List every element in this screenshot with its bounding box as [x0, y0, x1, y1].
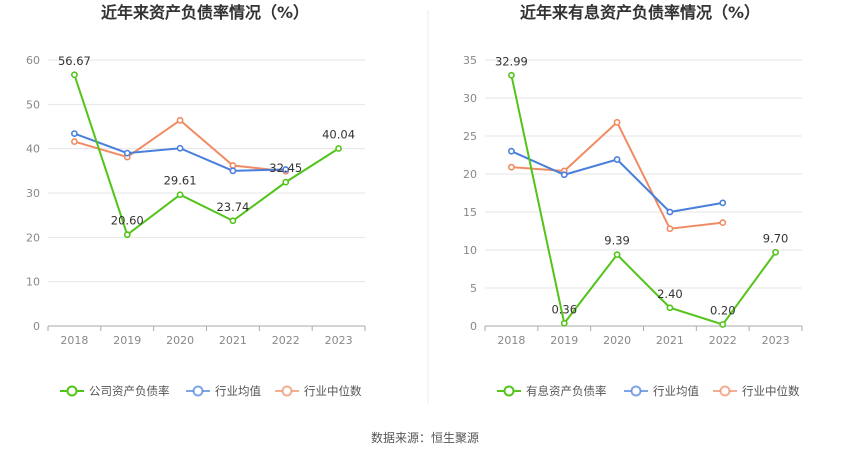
- data-label: 29.61: [164, 174, 197, 188]
- legend-label: 有息资产负债率: [526, 384, 607, 398]
- data-label: 32.45: [269, 161, 302, 175]
- legend-label: 行业均值: [653, 384, 699, 398]
- y-tick-label: 5: [470, 282, 477, 295]
- data-point-avg: [508, 147, 515, 155]
- x-tick-label: 2018: [497, 334, 525, 347]
- x-tick-label: 2019: [550, 334, 578, 347]
- legend-swatch-marker: [66, 385, 78, 397]
- chart-title: 近年来资产负债率情况（%）: [101, 3, 309, 22]
- chart-panel-1: 近年来资产负债率情况（%） 0 10 20 30 40 50 60 2018 2019 2020 20…: [26, 3, 366, 398]
- data-point-company: [176, 191, 184, 199]
- data-label: 40.04: [322, 127, 355, 141]
- y-tick-label: 10: [463, 244, 477, 257]
- legend-swatch-marker: [630, 385, 642, 397]
- data-label: 9.70: [763, 231, 789, 245]
- y-tick-label: 35: [463, 54, 477, 67]
- legend-item-company[interactable]: 有息资产负债率: [497, 384, 607, 398]
- series-line-company: [510, 75, 777, 326]
- data-point-company: [719, 321, 727, 328]
- x-tick-label: 2020: [166, 334, 194, 347]
- y-tick-label: 0: [33, 320, 40, 333]
- data-label: 20.60: [111, 214, 144, 228]
- x-tick-label: 2023: [762, 334, 790, 347]
- x-tick-label: 2021: [656, 334, 684, 347]
- y-tick-label: 0: [470, 320, 477, 333]
- data-point-median: [71, 138, 78, 145]
- data-label: 2.40: [657, 287, 683, 301]
- data-point-avg: [613, 156, 621, 163]
- legend-item-median[interactable]: 行业中位数: [275, 384, 362, 398]
- y-tick-label: 50: [26, 98, 40, 111]
- y-tick-label: 30: [463, 92, 477, 105]
- data-point-median: [229, 162, 237, 169]
- y-tick-label: 15: [463, 206, 477, 219]
- data-point-median: [719, 219, 727, 227]
- y-tick-label: 30: [26, 187, 40, 200]
- legend-item-avg[interactable]: 行业均值: [186, 384, 261, 398]
- data-point-company: [335, 145, 342, 152]
- legend-item-median[interactable]: 行业中位数: [713, 384, 800, 398]
- legend-label: 行业中位数: [742, 384, 800, 398]
- legend-item-company[interactable]: 公司资产负债率: [60, 384, 170, 398]
- data-point-company: [282, 178, 290, 186]
- data-point-company: [229, 217, 237, 225]
- data-point-avg: [666, 208, 674, 216]
- y-tick-label: 25: [463, 130, 477, 143]
- data-point-company: [772, 248, 779, 256]
- data-label: 0.36: [551, 302, 577, 316]
- legend-label: 行业中位数: [304, 384, 362, 398]
- y-tick-label: 40: [26, 143, 40, 156]
- x-tick-label: 2022: [272, 334, 300, 347]
- data-point-company: [560, 319, 568, 327]
- data-point-median: [508, 163, 515, 171]
- legend-swatch-marker: [719, 385, 731, 397]
- data-label: 0.20: [710, 303, 736, 317]
- x-tick-label: 2022: [709, 334, 737, 347]
- data-point-median: [176, 116, 184, 124]
- x-tick-label: 2020: [603, 334, 631, 347]
- series-line-company: [73, 74, 340, 237]
- data-point-avg: [560, 171, 568, 179]
- legend-label: 行业均值: [215, 384, 261, 398]
- legend-item-avg[interactable]: 行业均值: [624, 384, 699, 398]
- data-point-company: [666, 304, 674, 312]
- data-point-company: [508, 71, 515, 79]
- data-point-avg: [123, 149, 131, 157]
- series-line-median: [511, 120, 723, 230]
- data-point-median: [666, 225, 674, 233]
- y-tick-label: 20: [463, 168, 477, 181]
- y-tick-label: 60: [26, 54, 40, 67]
- y-tick-label: 10: [26, 276, 40, 289]
- data-source: 数据来源：恒生聚源: [371, 430, 479, 445]
- data-point-avg: [719, 199, 727, 207]
- legend-swatch-marker: [503, 385, 515, 397]
- data-point-median: [613, 118, 621, 126]
- data-label: 32.99: [495, 54, 528, 68]
- data-point-avg: [282, 166, 290, 173]
- data-point-avg: [71, 130, 78, 137]
- data-point-avg: [176, 144, 184, 152]
- x-tick-label: 2021: [219, 334, 247, 347]
- legend-swatch-marker: [192, 385, 204, 397]
- legend-label: 公司资产负债率: [89, 384, 170, 398]
- series-line-avg: [74, 132, 286, 172]
- data-label: 9.39: [604, 234, 630, 248]
- chart-panel-2: 近年来有息资产负债率情况（%） 0 5 10 15 20 25 30 35 2018 2019 202…: [463, 3, 803, 398]
- data-point-company: [123, 231, 131, 239]
- y-tick-label: 20: [26, 231, 40, 244]
- x-tick-label: 2018: [60, 334, 88, 347]
- data-point-company: [71, 71, 78, 79]
- data-label: 56.67: [58, 54, 91, 68]
- x-tick-label: 2023: [325, 334, 353, 347]
- chart-title: 近年来有息资产负债率情况（%）: [520, 3, 760, 22]
- x-tick-label: 2019: [113, 334, 141, 347]
- data-point-company: [613, 251, 621, 259]
- data-point-avg: [229, 167, 237, 175]
- legend-swatch-marker: [281, 385, 293, 397]
- data-label: 23.74: [216, 200, 249, 214]
